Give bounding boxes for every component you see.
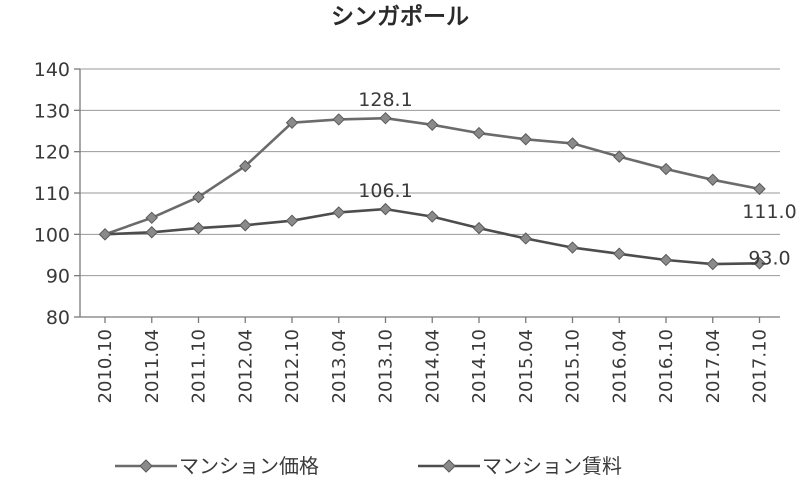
- series-2: [98, 202, 766, 271]
- series-2-point-2010.10: [98, 228, 112, 241]
- y-tick-label-100: 100: [34, 224, 70, 246]
- series-1-point-2014.10: [472, 126, 486, 140]
- series-2-point-2012.10: [285, 214, 299, 227]
- x-tick-label-2010.10: 2010.10: [95, 329, 116, 403]
- series-1-point-2013.10: [379, 111, 392, 125]
- series-2-point-2011.04: [145, 226, 158, 239]
- series-2-point-2016.04: [613, 247, 626, 260]
- chart-title: シンガポール: [331, 3, 469, 30]
- series-1-point-2017.04: [706, 173, 719, 186]
- x-tick-label-2013.10: 2013.10: [376, 329, 397, 403]
- series-2-point-2013.10: [379, 202, 392, 216]
- x-tick-label-2011.04: 2011.04: [142, 329, 163, 403]
- series-1-point-2015.10: [566, 137, 579, 150]
- y-tick-label-120: 120: [34, 142, 70, 164]
- series-1-point-2017.10: [753, 182, 766, 196]
- series-1: [98, 111, 766, 241]
- series-2-point-2017.04: [706, 257, 719, 271]
- legend: マンション価格 マンション賃料: [115, 454, 622, 478]
- y-tick-label-90: 90: [46, 266, 70, 288]
- data-label-128.1: 128.1: [358, 89, 412, 111]
- legend-label-1: マンション価格: [179, 454, 319, 478]
- series-1-point-2016.10: [659, 162, 673, 176]
- y-tick-label-110: 110: [34, 183, 70, 205]
- x-tick-label-2012.04: 2012.04: [235, 329, 256, 403]
- y-tick-label-140: 140: [34, 59, 70, 81]
- x-tick-label-2015.10: 2015.10: [563, 329, 584, 403]
- y-tick-label-130: 130: [34, 100, 70, 122]
- series-1-point-2011.10: [192, 190, 205, 204]
- legend-label-2: マンション賃料: [482, 454, 622, 478]
- y-tick-label-80: 80: [46, 307, 70, 329]
- y-axis-ticks: 80 90 100 110 120 130 140: [34, 59, 70, 329]
- legend-item-2: マンション賃料: [418, 454, 622, 478]
- legend-marker-2: [442, 459, 456, 473]
- series-1-point-2012.10: [285, 116, 299, 129]
- x-tick-label-2017.04: 2017.04: [703, 329, 724, 403]
- series-1-point-2012.04: [239, 159, 252, 173]
- series-2-point-2013.04: [332, 206, 345, 219]
- series: [98, 111, 766, 271]
- x-tick-label-2016.04: 2016.04: [609, 329, 630, 403]
- x-tick-label-2015.04: 2015.04: [516, 329, 537, 403]
- data-label-106.1: 106.1: [358, 180, 412, 202]
- data-label-93.0: 93.0: [748, 247, 790, 269]
- data-labels: 128.1 111.0 106.1 93.0: [358, 89, 796, 269]
- x-tick-label-2011.10: 2011.10: [189, 329, 210, 403]
- x-tick-label-2013.04: 2013.04: [329, 329, 350, 403]
- series-1-point-2011.04: [145, 211, 158, 225]
- series-1-point-2014.04: [426, 118, 439, 132]
- x-tick-label-2012.10: 2012.10: [282, 329, 303, 403]
- series-2-point-2014.10: [472, 221, 486, 235]
- series-2-point-2014.04: [426, 210, 439, 223]
- series-1-point-2015.04: [519, 133, 532, 146]
- x-tick-label-2017.10: 2017.10: [750, 329, 771, 403]
- x-tick-label-2014.10: 2014.10: [469, 329, 490, 403]
- series-2-point-2012.04: [239, 219, 252, 232]
- legend-marker-1: [139, 459, 153, 473]
- series-1-point-2013.04: [332, 113, 345, 126]
- x-tick-label-2016.10: 2016.10: [656, 329, 677, 403]
- series-2-point-2016.10: [659, 253, 673, 267]
- x-axis-ticks: 2010.10 2011.04 2011.10 2012.04 2012.10 2013.…: [95, 329, 771, 403]
- x-tick-label-2014.04: 2014.04: [422, 329, 443, 403]
- series-2-point-2015.10: [566, 241, 579, 254]
- series-2-point-2011.10: [192, 221, 205, 235]
- legend-item-1: マンション価格: [115, 454, 319, 478]
- series-2-point-2017.10: [753, 257, 766, 270]
- series-2-point-2015.04: [519, 232, 532, 245]
- data-label-111.0: 111.0: [742, 201, 796, 223]
- axes: [74, 68, 780, 323]
- series-1-point-2016.04: [613, 150, 626, 163]
